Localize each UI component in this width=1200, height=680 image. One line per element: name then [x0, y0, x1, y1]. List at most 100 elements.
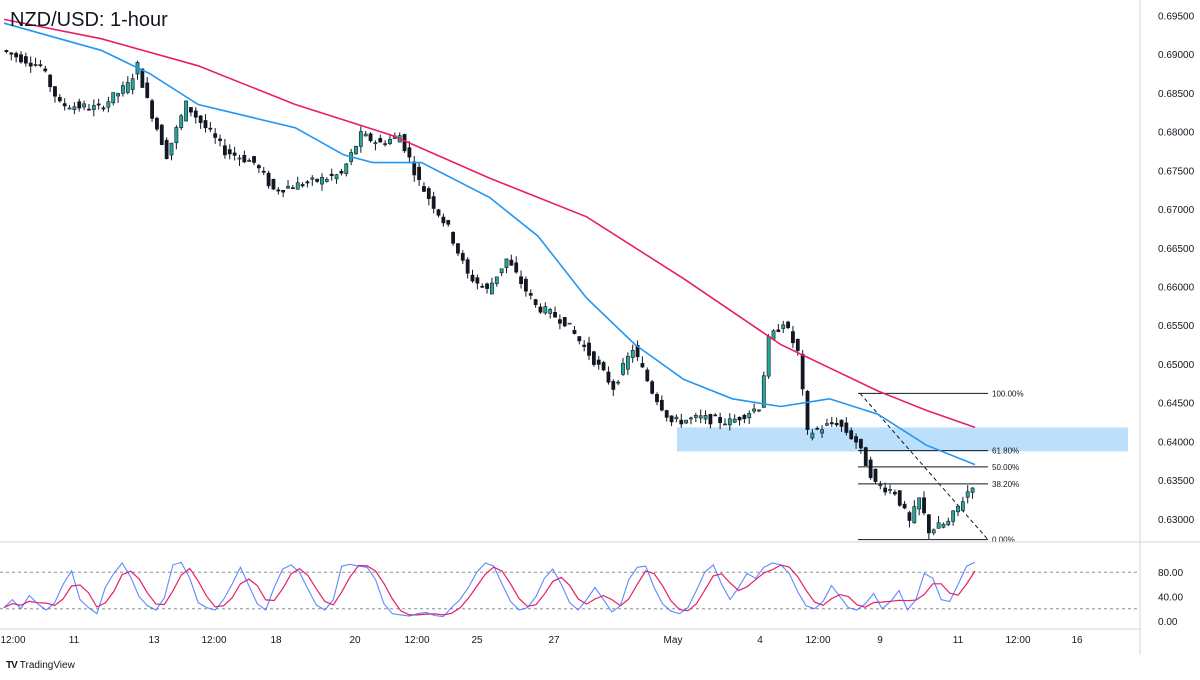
- candle[interactable]: [4, 49, 9, 54]
- candle[interactable]: [616, 379, 621, 386]
- candle[interactable]: [130, 73, 135, 95]
- candle[interactable]: [261, 167, 266, 176]
- candle[interactable]: [776, 324, 781, 333]
- candle[interactable]: [480, 283, 485, 289]
- candle[interactable]: [815, 426, 820, 431]
- candle[interactable]: [320, 173, 324, 191]
- candle[interactable]: [956, 505, 960, 517]
- candle[interactable]: [402, 133, 407, 153]
- candle[interactable]: [684, 419, 689, 424]
- candle[interactable]: [451, 231, 455, 246]
- candle[interactable]: [48, 73, 53, 93]
- candle[interactable]: [863, 446, 868, 466]
- candle[interactable]: [499, 268, 504, 277]
- candle[interactable]: [820, 425, 824, 439]
- candle[interactable]: [57, 93, 62, 103]
- candle[interactable]: [189, 107, 193, 117]
- candle[interactable]: [456, 242, 460, 257]
- candle[interactable]: [873, 468, 878, 484]
- candle[interactable]: [184, 100, 188, 122]
- candle[interactable]: [611, 379, 616, 396]
- candle[interactable]: [596, 355, 601, 370]
- candle[interactable]: [286, 180, 290, 189]
- candle[interactable]: [926, 513, 931, 540]
- candle[interactable]: [106, 96, 111, 113]
- fib-trend-line[interactable]: [859, 393, 989, 541]
- price-axis[interactable]: 0.69500 0.69000 0.68500 0.68000 0.67500 0.670…: [0, 0, 1200, 655]
- candle[interactable]: [514, 256, 519, 274]
- candle[interactable]: [344, 163, 349, 177]
- candle[interactable]: [888, 484, 892, 494]
- candle[interactable]: [82, 100, 87, 111]
- candle[interactable]: [164, 137, 169, 160]
- candle[interactable]: [295, 176, 300, 190]
- candle[interactable]: [951, 510, 956, 526]
- candle[interactable]: [572, 326, 577, 335]
- candle[interactable]: [87, 103, 91, 111]
- candle[interactable]: [528, 289, 533, 300]
- candle[interactable]: [417, 163, 422, 186]
- candle[interactable]: [868, 456, 873, 480]
- candle[interactable]: [475, 274, 480, 290]
- candle[interactable]: [548, 307, 553, 319]
- candle[interactable]: [504, 258, 509, 274]
- candle[interactable]: [640, 356, 645, 368]
- candle[interactable]: [922, 491, 926, 516]
- candle[interactable]: [232, 146, 237, 161]
- candle[interactable]: [800, 349, 805, 396]
- candle[interactable]: [664, 409, 669, 422]
- candle[interactable]: [324, 177, 329, 183]
- candle[interactable]: [630, 344, 635, 363]
- candle[interactable]: [91, 99, 96, 117]
- candle[interactable]: [844, 417, 849, 436]
- candle[interactable]: [363, 130, 368, 137]
- candle[interactable]: [960, 496, 965, 512]
- candle[interactable]: [761, 371, 766, 408]
- candle[interactable]: [242, 150, 247, 164]
- candle[interactable]: [557, 314, 562, 330]
- candle[interactable]: [121, 81, 125, 97]
- candle[interactable]: [786, 320, 790, 330]
- candle[interactable]: [334, 173, 339, 184]
- candle[interactable]: [635, 340, 640, 361]
- candle[interactable]: [703, 410, 708, 424]
- candle[interactable]: [465, 257, 470, 279]
- candle[interactable]: [431, 191, 436, 214]
- candle[interactable]: [218, 134, 222, 147]
- candle[interactable]: [150, 98, 154, 122]
- candle[interactable]: [436, 208, 441, 218]
- candle[interactable]: [383, 140, 388, 147]
- candle[interactable]: [582, 340, 587, 352]
- candle[interactable]: [718, 412, 723, 430]
- candle[interactable]: [912, 500, 917, 524]
- candle[interactable]: [19, 51, 23, 64]
- candle[interactable]: [747, 410, 752, 425]
- candle[interactable]: [693, 412, 698, 423]
- candle[interactable]: [742, 413, 747, 424]
- candle[interactable]: [305, 180, 310, 188]
- candle[interactable]: [96, 98, 101, 110]
- candle[interactable]: [252, 156, 256, 166]
- candle[interactable]: [625, 352, 630, 375]
- candle[interactable]: [519, 270, 523, 289]
- candle[interactable]: [373, 140, 378, 151]
- candle[interactable]: [849, 427, 854, 440]
- candle[interactable]: [426, 186, 431, 206]
- candle[interactable]: [368, 132, 373, 143]
- candle[interactable]: [509, 254, 514, 266]
- candle[interactable]: [310, 175, 315, 186]
- candle[interactable]: [708, 413, 713, 429]
- candle[interactable]: [970, 487, 975, 499]
- candle[interactable]: [859, 438, 863, 454]
- candle[interactable]: [829, 416, 834, 427]
- candle[interactable]: [524, 276, 528, 297]
- candle[interactable]: [645, 367, 650, 382]
- candle[interactable]: [698, 409, 703, 424]
- candle[interactable]: [965, 485, 970, 504]
- candle[interactable]: [883, 482, 888, 496]
- candle[interactable]: [329, 168, 334, 181]
- candle[interactable]: [53, 85, 57, 103]
- candle[interactable]: [266, 170, 271, 189]
- candle[interactable]: [271, 178, 276, 191]
